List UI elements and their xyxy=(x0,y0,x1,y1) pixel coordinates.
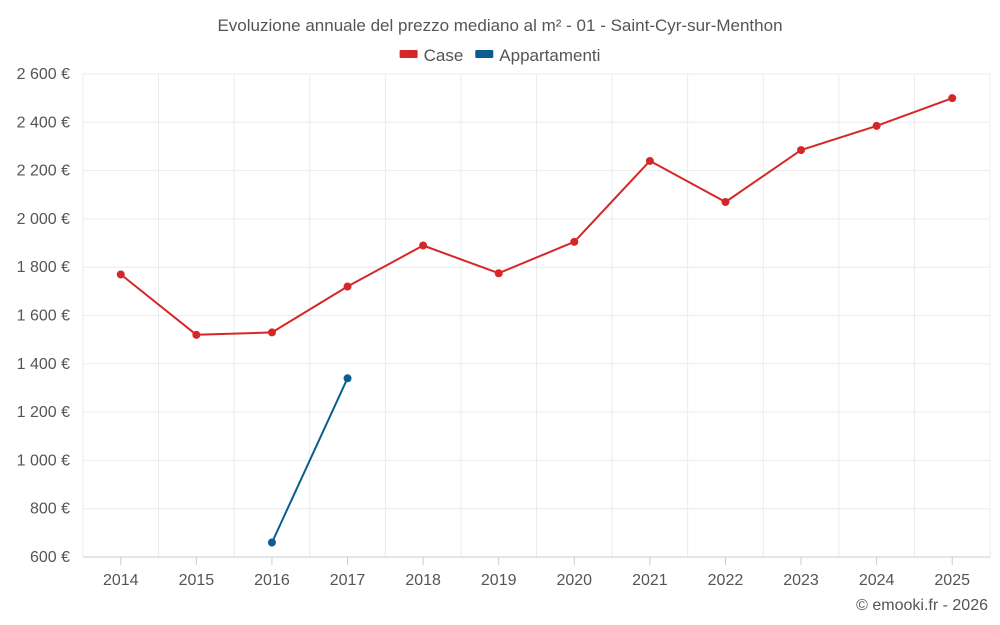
legend-swatch xyxy=(475,50,494,58)
data-point xyxy=(343,374,352,383)
data-point xyxy=(116,270,125,279)
series-layer xyxy=(116,94,957,547)
series-appartamenti xyxy=(267,374,352,547)
x-tick-label: 2020 xyxy=(556,572,592,589)
data-point xyxy=(872,121,881,130)
y-tick-label: 1 600 € xyxy=(17,308,70,325)
legend: Case Appartamenti xyxy=(399,46,600,65)
data-point xyxy=(419,241,428,250)
y-tick-label: 1 800 € xyxy=(17,259,70,276)
y-tick-label: 1 400 € xyxy=(17,356,70,373)
y-tick-label: 2 000 € xyxy=(17,211,70,228)
data-point xyxy=(570,237,579,246)
data-point xyxy=(267,538,276,547)
y-tick-label: 2 600 € xyxy=(17,66,70,83)
x-tick-label: 2018 xyxy=(405,572,441,589)
x-tick-label: 2021 xyxy=(632,572,668,589)
series-case xyxy=(116,94,957,339)
x-tick-label: 2015 xyxy=(179,572,215,589)
x-tick-label: 2025 xyxy=(934,572,970,589)
legend-label: Case xyxy=(424,46,464,65)
y-tick-label: 1 200 € xyxy=(17,404,70,421)
chart-title: Evoluzione annuale del prezzo mediano al… xyxy=(217,16,782,35)
series-line xyxy=(120,97,953,336)
data-point xyxy=(948,94,957,103)
data-point xyxy=(797,146,806,155)
y-tick-label: 1 000 € xyxy=(17,452,70,469)
x-tick-label: 2024 xyxy=(859,572,895,589)
data-point xyxy=(494,269,503,278)
y-tick-label: 2 200 € xyxy=(17,163,70,180)
x-tick-label: 2022 xyxy=(708,572,744,589)
axes: 600 € 800 € 1 000 € 1 200 € 1 400 € 1 600 € 1 … xyxy=(17,66,990,589)
series-line xyxy=(271,377,349,543)
data-point xyxy=(343,282,352,291)
y-tick-label: 800 € xyxy=(30,501,70,518)
credit-text: © emooki.fr - 2026 xyxy=(856,597,988,614)
data-point xyxy=(645,156,654,165)
grid xyxy=(82,73,991,557)
x-tick-label: 2014 xyxy=(103,572,139,589)
legend-label: Appartamenti xyxy=(499,46,600,65)
x-tick-label: 2016 xyxy=(254,572,290,589)
data-point xyxy=(267,328,276,337)
y-tick-label: 2 400 € xyxy=(17,114,70,131)
x-tick-label: 2019 xyxy=(481,572,517,589)
data-point xyxy=(721,197,730,206)
x-tick-label: 2023 xyxy=(783,572,819,589)
x-tick-label: 2017 xyxy=(330,572,366,589)
y-tick-label: 600 € xyxy=(30,549,70,566)
data-point xyxy=(192,330,201,339)
legend-swatch xyxy=(399,50,418,58)
